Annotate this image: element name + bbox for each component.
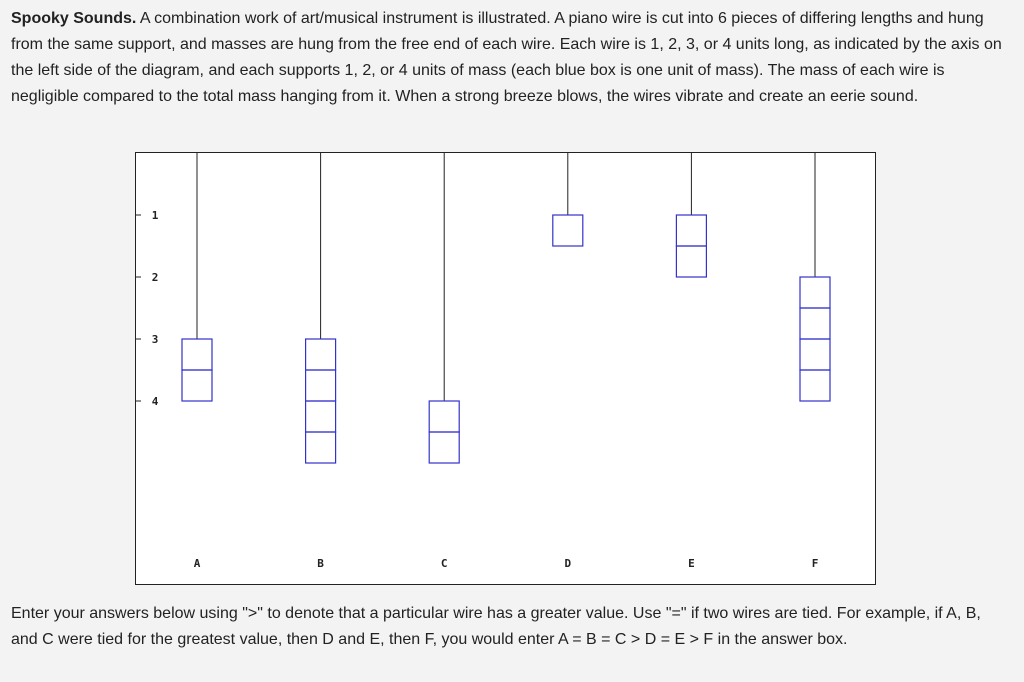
mass-box (799, 307, 831, 340)
mass-box (181, 369, 213, 402)
problem-statement: Spooky Sounds. A combination work of art… (11, 6, 1011, 110)
wire-label: D (564, 557, 571, 570)
mass-box (305, 431, 337, 464)
mass-box (552, 214, 584, 247)
mass-box (675, 214, 708, 247)
mass-box (428, 400, 460, 433)
wire-diagram-canvas: 1 2 3 4 A B C D E F (136, 153, 831, 570)
wire-label: B (317, 557, 324, 570)
problem-title: Spooky Sounds. (11, 10, 137, 27)
axis-tick-label: 4 (152, 395, 159, 408)
mass-box (428, 431, 460, 464)
axis-tick-label: 2 (152, 271, 159, 284)
wire-label: E (688, 557, 695, 570)
answer-instructions: Enter your answers below using ">" to de… (11, 605, 981, 648)
mass-box (305, 369, 337, 402)
mass-box (305, 338, 337, 371)
axis-tick-label: 3 (152, 333, 159, 346)
mass-box (799, 338, 831, 371)
problem-description: A combination work of art/musical instru… (11, 10, 1002, 105)
mass-box (799, 369, 831, 402)
mass-box (675, 245, 708, 278)
mass-box (305, 400, 337, 433)
wire-label: F (812, 557, 819, 570)
wire-label: A (194, 557, 201, 570)
wire-diagram: 1 2 3 4 A B C D E F (135, 152, 876, 585)
axis-tick-label: 1 (152, 209, 159, 222)
mass-box (799, 276, 831, 309)
mass-box (181, 338, 213, 371)
wire-label: C (441, 557, 448, 570)
